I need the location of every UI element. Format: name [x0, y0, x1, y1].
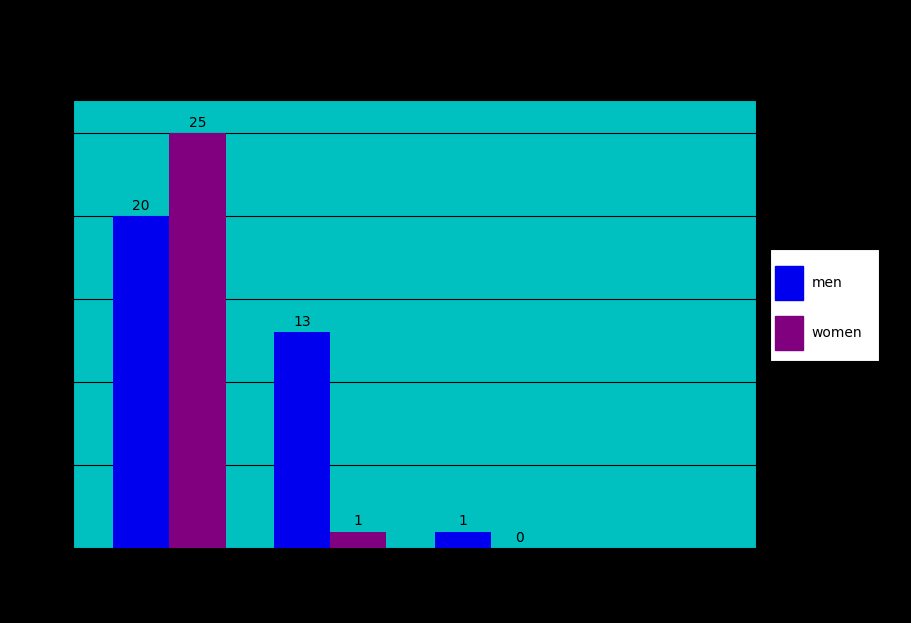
Bar — [113, 216, 169, 548]
Text: men: men — [812, 276, 842, 290]
Text: 1: 1 — [353, 515, 363, 528]
Text: 25: 25 — [189, 116, 206, 130]
FancyBboxPatch shape — [775, 316, 803, 350]
Text: 13: 13 — [293, 315, 311, 329]
Text: 0: 0 — [515, 531, 524, 545]
Text: 1: 1 — [458, 515, 467, 528]
Text: women: women — [812, 326, 862, 340]
FancyBboxPatch shape — [775, 266, 803, 300]
Bar — [169, 133, 226, 548]
Bar — [274, 332, 330, 548]
Text: 20: 20 — [132, 199, 150, 212]
Bar — [435, 531, 491, 548]
Bar — [330, 531, 386, 548]
